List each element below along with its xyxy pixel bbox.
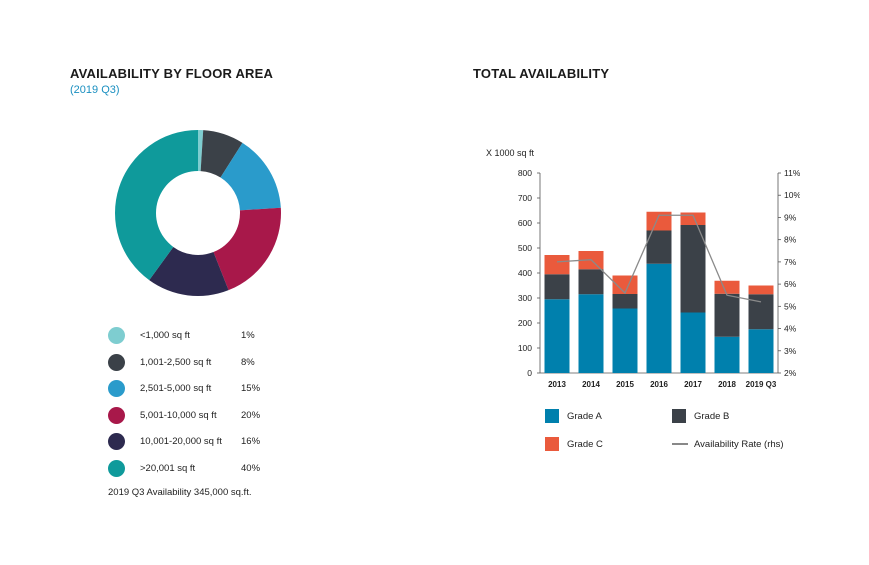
legend-label: 5,001-10,000 sq ft	[140, 409, 217, 421]
legend-percent: 20%	[241, 409, 261, 421]
bar-grade-a	[612, 308, 638, 373]
x-tick-label: 2017	[684, 380, 702, 389]
grade-a-swatch	[545, 409, 559, 423]
x-tick-label: 2018	[718, 380, 736, 389]
y-tick-label: 400	[518, 268, 532, 278]
bar-grade-b	[612, 294, 638, 309]
donut-legend-item: >20,001 sq ft 40%	[108, 457, 308, 484]
legend-label-grade-a: Grade A	[567, 411, 602, 422]
legend-label: <1,000 sq ft	[140, 330, 190, 341]
x-tick-label: 2013	[548, 380, 566, 389]
donut-slice-1	[200, 130, 243, 178]
y2-tick-label: 2%	[784, 368, 797, 378]
donut-chart-subtitle: (2019 Q3)	[70, 84, 120, 96]
donut-slice-3	[213, 207, 281, 291]
donut-legend: <1,000 sq ft 1% 1,001-2,500 sq ft 8% 2,501-5…	[108, 324, 308, 484]
bar-grade-b	[544, 274, 570, 300]
legend-dot	[108, 459, 125, 477]
donut-slice-5	[115, 130, 198, 281]
x-tick-label: 2016	[650, 380, 668, 389]
legend-dot	[108, 406, 125, 424]
availability-rate-line-swatch	[672, 443, 688, 445]
y2-tick-label: 3%	[784, 346, 797, 356]
legend-percent: 16%	[241, 436, 261, 448]
donut-slice-4	[149, 246, 229, 296]
bar-grade-b	[578, 269, 604, 295]
donut-chart	[115, 130, 281, 296]
donut-slice-2	[220, 142, 281, 211]
legend-dot	[108, 327, 125, 344]
donut-legend-item: <1,000 sq ft 1%	[108, 324, 308, 351]
bar-grade-b	[646, 230, 672, 264]
y-tick-label: 0	[527, 368, 532, 378]
legend-label-availability-rate: Availability Rate (rhs)	[694, 439, 784, 450]
bar-chart-title: TOTAL AVAILABILITY	[473, 66, 610, 81]
y2-tick-label: 5%	[784, 301, 797, 311]
bar-grade-c	[714, 280, 740, 294]
bar-legend: Grade A Grade B Grade C Availability Rat…	[545, 405, 805, 455]
bar-grade-b	[748, 294, 774, 330]
bar-grade-c	[544, 255, 570, 275]
y2-tick-label: 6%	[784, 279, 797, 289]
legend-label: 10,001-20,000 sq ft	[140, 436, 222, 448]
y-tick-label: 600	[518, 218, 532, 228]
bar-grade-a	[646, 263, 672, 373]
y-axis-label: X 1000 sq ft	[486, 148, 535, 158]
y-tick-label: 200	[518, 318, 532, 328]
legend-percent: 1%	[241, 330, 255, 341]
legend-dot	[108, 353, 125, 371]
donut-legend-item: 5,001-10,000 sq ft 20%	[108, 404, 308, 431]
bar-grade-a	[680, 312, 706, 373]
y2-tick-label: 11%	[784, 168, 800, 178]
availability-footnote: 2019 Q3 Availability 345,000 sq.ft.	[108, 487, 252, 498]
availability-rate-line	[556, 214, 762, 303]
y2-tick-label: 10%	[784, 190, 800, 200]
bar-grade-a	[578, 294, 604, 373]
bar-grade-a	[714, 336, 740, 373]
stacked-bar-chart: X 1000 sq ft 0 100 200 300 400 500 600 700 800 2% 3…	[486, 148, 800, 389]
bar-grade-b	[680, 225, 706, 313]
donut-legend-item: 10,001-20,000 sq ft 16%	[108, 430, 308, 457]
donut-legend-item: 1,001-2,500 sq ft 8%	[108, 351, 308, 378]
x-tick-label: 2015	[616, 380, 634, 389]
legend-dot	[108, 433, 125, 451]
legend-percent: 8%	[241, 356, 255, 368]
x-tick-label: 2014	[582, 380, 600, 389]
legend-label: 2,501-5,000 sq ft	[140, 383, 212, 395]
y2-tick-label: 4%	[784, 324, 797, 334]
y-tick-label: 300	[518, 293, 532, 303]
bar-grade-c	[646, 211, 672, 231]
donut-slice-0	[198, 130, 204, 172]
donut-legend-item: 2,501-5,000 sq ft 15%	[108, 377, 308, 404]
bar-grade-a	[544, 299, 570, 373]
grade-b-swatch	[672, 409, 686, 423]
legend-percent: 40%	[241, 462, 261, 474]
y2-tick-label: 9%	[784, 212, 797, 222]
y-tick-label: 700	[518, 193, 532, 203]
legend-percent: 15%	[241, 383, 261, 395]
bar-grade-a	[748, 329, 774, 373]
bar-grade-b	[714, 293, 740, 337]
legend-label-grade-c: Grade C	[567, 439, 603, 450]
grade-c-swatch	[545, 437, 559, 451]
x-tick-label: 2019 Q3	[746, 380, 777, 389]
y-tick-label: 500	[518, 243, 532, 253]
y-tick-label: 100	[518, 343, 532, 353]
y2-tick-label: 7%	[784, 257, 797, 267]
bar-grade-c	[748, 285, 774, 295]
legend-label: 1,001-2,500 sq ft	[140, 356, 212, 368]
bar-grade-c	[680, 212, 706, 225]
donut-chart-title: AVAILABILITY BY FLOOR AREA	[70, 66, 274, 81]
y2-tick-label: 8%	[784, 235, 797, 245]
legend-dot	[108, 380, 125, 398]
y-tick-label: 800	[518, 168, 532, 178]
legend-label: >20,001 sq ft	[140, 462, 196, 474]
legend-label-grade-b: Grade B	[694, 411, 730, 422]
